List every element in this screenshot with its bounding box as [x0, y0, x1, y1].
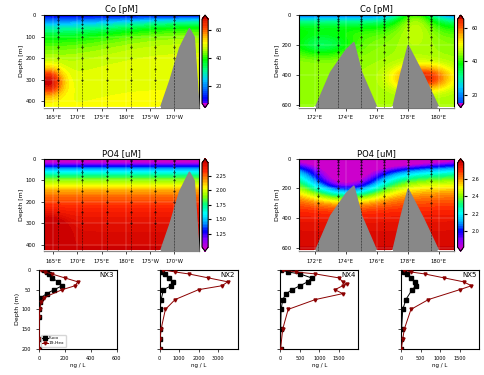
- PathPatch shape: [202, 15, 208, 19]
- Y-axis label: Depth [m]: Depth [m]: [19, 189, 24, 221]
- PathPatch shape: [457, 15, 464, 19]
- Y-axis label: Depth [m]: Depth [m]: [275, 45, 280, 78]
- X-axis label: ng / L: ng / L: [191, 363, 206, 368]
- X-axis label: ng / L: ng / L: [433, 363, 448, 368]
- Title: Co [pM]: Co [pM]: [105, 5, 137, 14]
- Y-axis label: Depth [m]: Depth [m]: [19, 45, 24, 78]
- Title: Co [pM]: Co [pM]: [360, 5, 393, 14]
- Text: NX3: NX3: [100, 272, 114, 278]
- PathPatch shape: [457, 104, 464, 108]
- PathPatch shape: [202, 247, 208, 251]
- Legend: Fuco, 19-Hex: Fuco, 19-Hex: [41, 335, 66, 346]
- PathPatch shape: [457, 247, 464, 251]
- X-axis label: ng / L: ng / L: [312, 363, 327, 368]
- PathPatch shape: [202, 159, 208, 163]
- PathPatch shape: [457, 159, 464, 163]
- Text: NX2: NX2: [221, 272, 235, 278]
- Text: NX5: NX5: [462, 272, 477, 278]
- PathPatch shape: [202, 104, 208, 108]
- Y-axis label: Depth (m): Depth (m): [15, 293, 20, 326]
- Title: PO4 [uM]: PO4 [uM]: [102, 149, 140, 158]
- Text: NX4: NX4: [342, 272, 356, 278]
- Title: PO4 [uM]: PO4 [uM]: [357, 149, 396, 158]
- Y-axis label: Depth [m]: Depth [m]: [275, 189, 280, 221]
- X-axis label: ng / L: ng / L: [70, 363, 85, 368]
